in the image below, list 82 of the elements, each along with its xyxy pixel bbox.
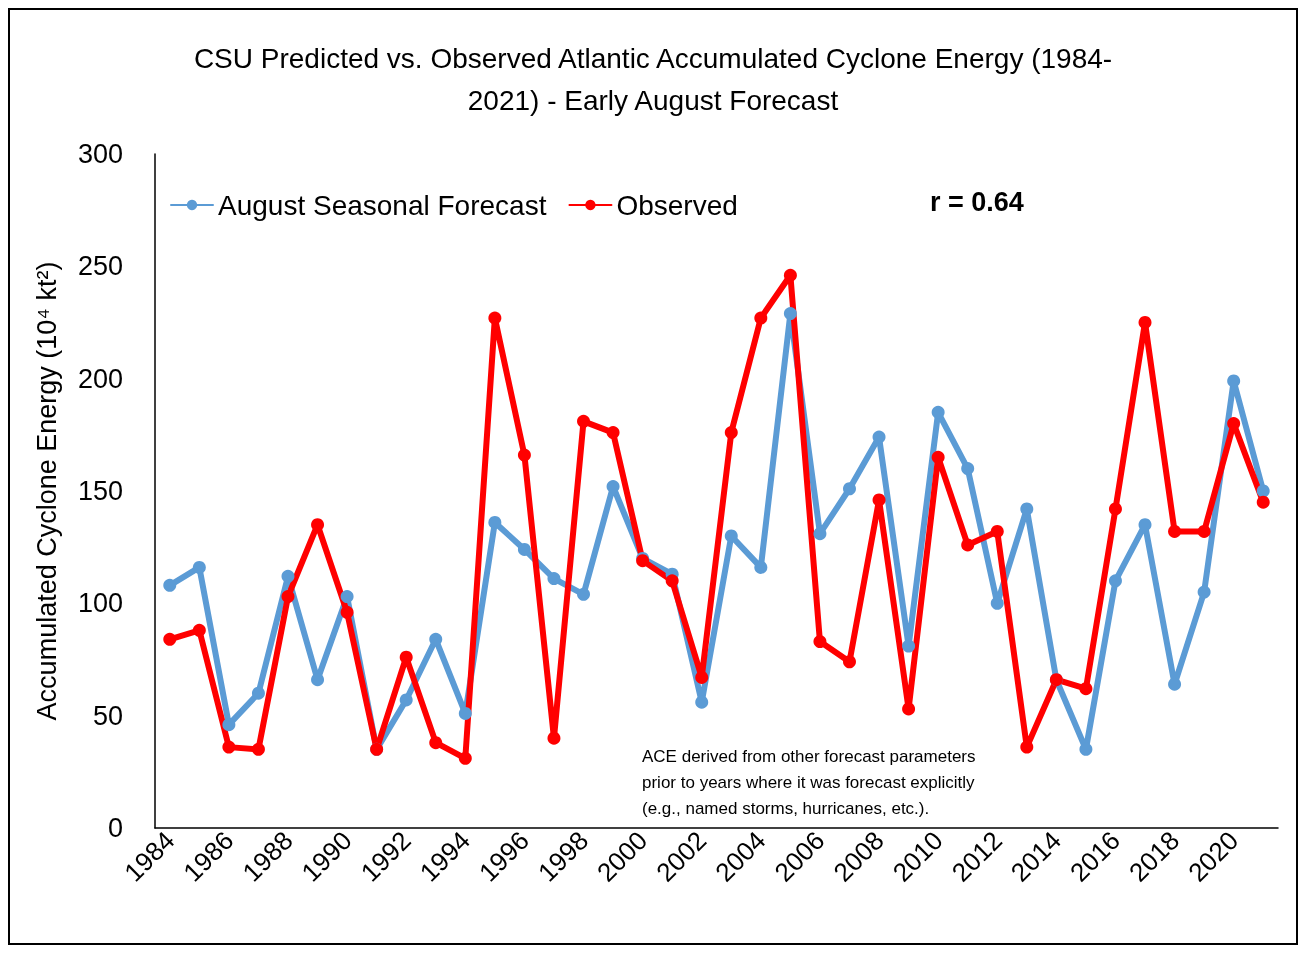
point [843, 655, 856, 669]
y-tick-label: 150 [77, 476, 123, 506]
point [577, 587, 591, 601]
point [488, 311, 502, 325]
point [1227, 417, 1241, 431]
point [695, 695, 709, 709]
point [340, 605, 354, 619]
point [458, 751, 472, 765]
point [1227, 374, 1241, 388]
point [813, 527, 827, 541]
point [872, 430, 886, 444]
point [251, 742, 265, 756]
point [1020, 740, 1034, 754]
point [813, 635, 827, 649]
point [961, 538, 975, 552]
y-axis-title: Accumulated Cyclone Energy (10⁴ kt²) [31, 261, 62, 721]
point [843, 482, 856, 496]
point [1197, 585, 1211, 599]
point [754, 311, 768, 325]
y-tick-label: 200 [77, 363, 123, 394]
point [311, 673, 325, 687]
legend-label: Observed [616, 189, 738, 221]
point [163, 578, 177, 592]
point [1168, 524, 1182, 538]
point [1256, 495, 1270, 509]
point [517, 542, 531, 556]
point [754, 560, 768, 574]
point [458, 706, 472, 720]
point [429, 632, 443, 646]
point [192, 560, 206, 574]
point [606, 426, 620, 440]
point [163, 632, 177, 646]
point [281, 590, 295, 604]
point [902, 639, 916, 653]
point [340, 590, 354, 604]
point [517, 448, 531, 462]
legend-label: August Seasonal Forecast [218, 189, 547, 221]
point [1079, 682, 1093, 696]
chart-title: CSU Predicted vs. Observed Atlantic Accumulated Cyclone Energy (1984- 2021) - Early August Forecast [193, 42, 1113, 116]
point [1197, 524, 1211, 538]
point [311, 518, 325, 532]
y-tick-label: 100 [77, 588, 123, 619]
point [695, 670, 709, 684]
point [990, 596, 1004, 610]
point [399, 693, 413, 707]
point [429, 736, 443, 750]
point [961, 462, 975, 476]
y-tick-label: 300 [77, 139, 123, 169]
annotation: ACE derived from other forecast parameters prior to years where it was forecast explicitly (e.g., named storms, hurricanes, etc.). [642, 746, 976, 818]
point [281, 569, 295, 583]
y-tick-label: 50 [92, 700, 123, 731]
point [399, 650, 413, 664]
point [931, 450, 945, 464]
point [251, 686, 265, 700]
point [931, 405, 945, 419]
point [724, 426, 738, 440]
point [783, 268, 797, 282]
point [665, 574, 679, 588]
point [1138, 518, 1152, 532]
point [902, 702, 916, 716]
point [1079, 742, 1093, 756]
point [222, 718, 236, 732]
point [872, 493, 886, 507]
point [1168, 677, 1182, 691]
point [547, 731, 561, 745]
point [1020, 502, 1034, 516]
point [783, 307, 797, 321]
point [222, 740, 236, 754]
y-tick-label: 0 [107, 813, 123, 843]
point [547, 572, 561, 586]
point [577, 414, 591, 428]
point [1138, 316, 1152, 329]
point [1108, 502, 1122, 516]
point [192, 623, 206, 637]
annotation: r = 0.64 [930, 186, 1024, 217]
point [1256, 484, 1270, 498]
point [606, 480, 620, 493]
point [488, 515, 502, 529]
point [990, 524, 1004, 538]
point [1108, 574, 1122, 588]
point [724, 529, 738, 543]
y-tick-label: 250 [77, 251, 123, 282]
